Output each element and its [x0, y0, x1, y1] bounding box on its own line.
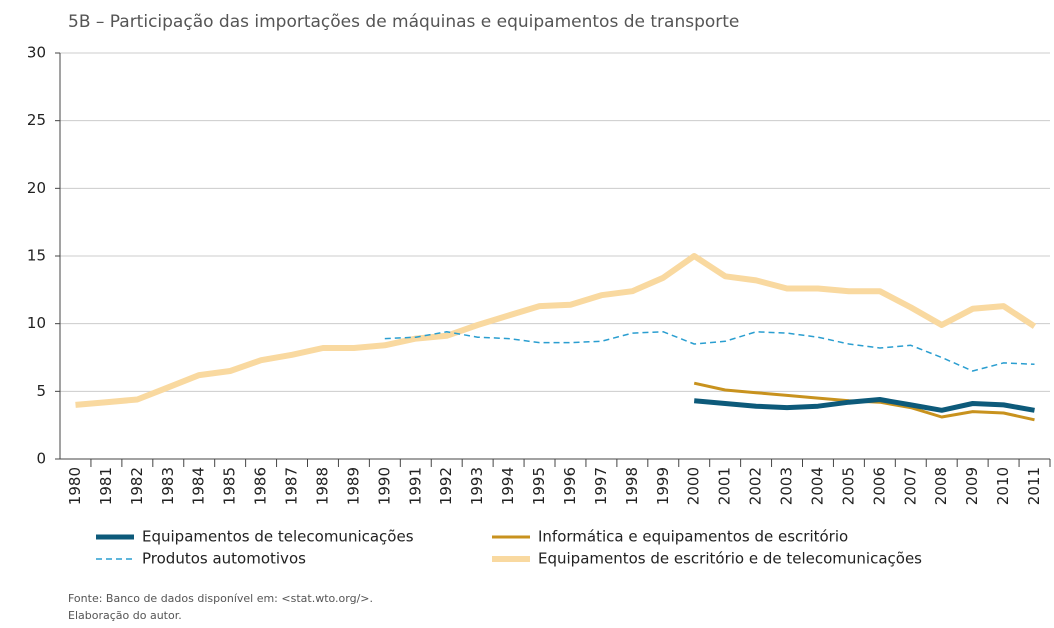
author-note: Elaboração do autor. — [68, 609, 182, 622]
y-tick-label: 5 — [36, 382, 46, 400]
x-tick-label: 2011 — [1025, 467, 1043, 505]
x-tick-label: 1982 — [128, 467, 146, 505]
x-tick-label: 1998 — [623, 467, 641, 505]
legend-label: Informática e equipamentos de escritório — [538, 528, 848, 546]
x-tick-label: 1993 — [468, 467, 486, 505]
x-tick-label: 1980 — [66, 467, 84, 505]
x-tick-label: 2008 — [932, 467, 950, 505]
x-tick-label: 1997 — [592, 467, 610, 505]
series-line — [384, 331, 1035, 372]
series-line — [693, 397, 1035, 413]
x-tick-label: 1995 — [530, 467, 548, 505]
x-tick-label: 1999 — [654, 467, 672, 505]
x-tick-label: 1981 — [97, 467, 115, 505]
x-tick-label: 1983 — [159, 467, 177, 505]
x-tick-label: 1984 — [190, 467, 208, 505]
x-tick-label: 1988 — [313, 467, 331, 505]
x-tick-label: 2006 — [870, 467, 888, 505]
chart-title: 5B – Participação das importações de máq… — [68, 12, 739, 32]
x-tick-label: 2000 — [685, 467, 703, 505]
series-line — [75, 253, 1037, 408]
x-tick-label: 1991 — [406, 467, 424, 505]
legend-label: Equipamentos de escritório e de telecomu… — [538, 550, 922, 568]
x-tick-label: 1990 — [375, 467, 393, 505]
legend-label: Produtos automotivos — [142, 550, 306, 568]
x-tick-label: 1989 — [344, 467, 362, 505]
y-tick-label: 10 — [27, 314, 46, 332]
x-tick-label: 2009 — [963, 467, 981, 505]
x-tick-label: 2003 — [778, 467, 796, 505]
x-tick-label: 1985 — [221, 467, 239, 505]
y-tick-label: 0 — [36, 450, 46, 468]
x-tick-label: 2004 — [808, 467, 826, 505]
x-tick-label: 1994 — [499, 467, 517, 505]
y-tick-label: 15 — [27, 247, 46, 265]
legend-label: Equipamentos de telecomunicações — [142, 528, 414, 546]
x-tick-label: 2007 — [901, 467, 919, 505]
y-tick-label: 20 — [27, 179, 46, 197]
source-note: Fonte: Banco de dados disponível em: <st… — [68, 592, 373, 605]
y-tick-label: 30 — [27, 44, 46, 62]
x-tick-label: 1987 — [283, 467, 301, 505]
x-tick-label: 2010 — [994, 467, 1012, 505]
x-tick-label: 2005 — [839, 467, 857, 505]
x-tick-label: 2002 — [747, 467, 765, 505]
y-tick-label: 25 — [27, 111, 46, 129]
x-tick-label: 1996 — [561, 467, 579, 505]
x-tick-label: 1992 — [437, 467, 455, 505]
x-tick-label: 1986 — [252, 467, 270, 505]
x-tick-label: 2001 — [716, 467, 734, 505]
